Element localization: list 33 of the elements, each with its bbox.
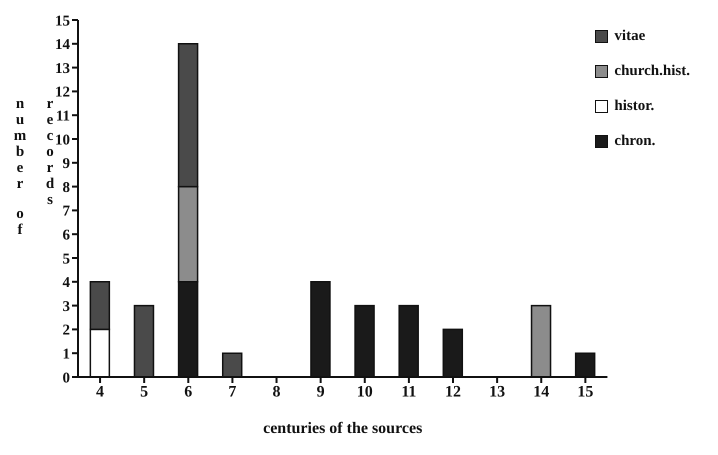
legend-label: chron. [614, 133, 656, 150]
legend-label: histor. [614, 98, 654, 115]
y-tick-label: 13 [55, 60, 70, 77]
y-tick-label: 7 [62, 204, 70, 220]
y-tick-label: 11 [56, 108, 70, 125]
y-tick-label: 2 [62, 322, 70, 339]
x-tick-label: 13 [489, 383, 506, 400]
x-tick-label: 15 [577, 383, 594, 400]
x-tick-label: 6 [184, 383, 192, 400]
x-tick-label: 7 [228, 383, 236, 400]
y-tick-label: 4 [62, 275, 70, 292]
x-tick-label: 10 [356, 383, 373, 400]
y-tick-label: 15 [55, 13, 70, 30]
y-tick-label: 6 [62, 228, 70, 244]
y-tick-label: 0 [62, 370, 70, 386]
y-tick-label: 1 [62, 346, 70, 363]
x-tick-label: 8 [272, 383, 281, 400]
legend-label: church.hist. [614, 63, 690, 80]
y-tick-label: 3 [62, 298, 70, 315]
y-tick-label: 8 [62, 180, 70, 196]
x-tick-label: 4 [96, 383, 104, 400]
y-tick-label: 5 [62, 251, 70, 268]
legend-label: vitae [614, 28, 646, 45]
y-tick-label: 9 [62, 156, 70, 172]
y-tick-label: 10 [55, 132, 70, 148]
x-tick-label: 12 [445, 383, 462, 400]
x-tick-label: 5 [140, 383, 148, 400]
x-tick-label: 11 [401, 383, 416, 400]
x-tick-label: 9 [316, 383, 325, 400]
y-tick-label: 14 [55, 37, 70, 54]
x-tick-label: 14 [533, 383, 550, 400]
y-tick-label: 12 [55, 84, 70, 101]
x-axis-title: centuries of the sources [263, 420, 422, 437]
